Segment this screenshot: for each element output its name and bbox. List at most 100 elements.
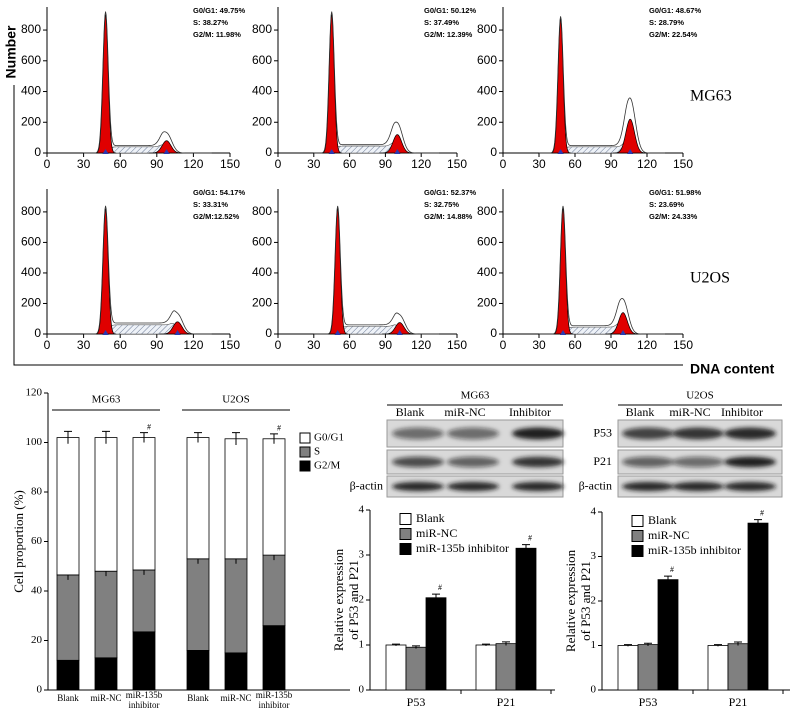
legend-swatch (631, 515, 644, 527)
fitted-peak (94, 208, 117, 335)
bar-segment (94, 437, 118, 572)
x-tick-label: 120 (183, 157, 203, 171)
bar (727, 643, 749, 691)
x-tick-label: 120 (183, 338, 203, 352)
x-axis-title: DNA content (690, 361, 775, 377)
bar-segment (132, 631, 156, 691)
y-tick-label: 4 (591, 506, 597, 518)
bar (385, 644, 407, 691)
x-tick-label: 0 (500, 157, 507, 171)
y-tick-label: 600 (477, 53, 497, 67)
x-tick-label: 120 (411, 157, 431, 171)
blot-band (392, 427, 444, 440)
raw-histogram (83, 205, 212, 335)
phase-percentage: G0/G1: 52.37% (424, 188, 476, 197)
peak-marker (102, 149, 109, 154)
legend-swatch (631, 545, 644, 557)
blot-band (447, 481, 499, 492)
phase-percentage: G2/M: 22.54% (649, 30, 698, 39)
y-axis-title: Cell proportion (%) (11, 490, 26, 593)
bar (515, 547, 537, 691)
legend-swatch (299, 460, 311, 472)
bar-segment (224, 652, 248, 691)
y-tick-label: 40 (31, 585, 43, 597)
x-tick-label: Blank (187, 693, 209, 703)
bar-segment (224, 558, 248, 654)
s-phase-area (331, 142, 398, 154)
error-bar (664, 575, 672, 584)
fitted-peak (379, 134, 415, 154)
blot-band (447, 427, 499, 440)
fitted-peak (94, 14, 117, 154)
y-tick-label: 600 (477, 235, 497, 249)
y-tick-label: 600 (252, 235, 272, 249)
significance-marker: # (438, 583, 442, 592)
fitted-peak (321, 14, 343, 154)
legend-label: miR-135b inhibitor (416, 541, 509, 555)
x-tick-label: miR-NC (90, 693, 121, 703)
row-label: U2OS (690, 270, 730, 287)
blot-band (512, 481, 564, 492)
bar-segment (262, 625, 286, 691)
phase-percentage: G2/M: 24.33% (649, 212, 698, 221)
x-tick-label: 150 (447, 338, 467, 352)
error-bar (502, 641, 510, 646)
phase-percentage: S: 37.49% (424, 18, 459, 27)
raw-histogram (313, 205, 440, 335)
error-bar (522, 544, 530, 552)
y-tick-label: 400 (477, 84, 497, 98)
y-tick-label: 3 (591, 550, 597, 562)
blot-band (512, 427, 564, 440)
significance-marker: # (528, 533, 532, 542)
legend-swatch (399, 543, 412, 555)
x-tick-label: 60 (343, 338, 357, 352)
y-tick-label: 400 (252, 265, 272, 279)
peak-marker (334, 330, 341, 335)
error-bar (392, 643, 400, 646)
error-bar (140, 432, 148, 443)
blot-row-label: P53 (593, 425, 612, 439)
y-tick-label: 3 (359, 549, 365, 561)
y-tick-label: 0 (359, 684, 365, 696)
y-tick-label: 0 (265, 326, 272, 340)
phase-percentage: G2/M: 14.88% (424, 212, 473, 221)
lane-label: miR-NC (444, 405, 485, 419)
y-tick-label: 80 (31, 486, 43, 498)
blot-title: MG63 (461, 390, 490, 402)
peak-marker (102, 330, 109, 335)
legend-swatch (299, 432, 311, 444)
phase-percentage: G2/M: 12.39% (424, 30, 473, 39)
significance-marker: # (760, 508, 764, 517)
error-bar (714, 644, 722, 647)
x-tick-label: P21 (497, 695, 516, 709)
lane-label: Inhibitor (509, 405, 551, 419)
x-tick-label: 120 (411, 338, 431, 352)
blot-band (392, 456, 444, 468)
legend-label: Blank (416, 511, 445, 525)
x-tick-label: 90 (604, 338, 618, 352)
blot-row-label: β-actin (579, 478, 612, 492)
blot-band (392, 481, 444, 492)
y-tick-label: 0 (37, 684, 43, 696)
blot-row-label: β-actin (350, 478, 383, 492)
error-bar (64, 430, 72, 444)
s-phase-area (337, 324, 401, 335)
legend-label: G2/M (314, 460, 341, 472)
bar-segment (186, 650, 210, 691)
x-tick-label: 90 (379, 157, 393, 171)
blot-band (672, 481, 724, 492)
y-tick-label: 200 (252, 296, 272, 310)
phase-percentage: S: 23.69% (649, 200, 684, 209)
peak-marker (163, 149, 170, 154)
bar-segment (186, 558, 210, 651)
bar (495, 643, 517, 691)
x-tick-label: P21 (729, 695, 748, 709)
blot-title: U2OS (686, 390, 714, 402)
phase-percentage: G2/M: 11.98% (193, 30, 241, 39)
x-tick-label: 0 (500, 338, 507, 352)
bar (747, 522, 769, 691)
peak-marker (620, 330, 626, 335)
y-tick-label: 400 (252, 84, 272, 98)
x-tick-label: 30 (532, 338, 546, 352)
